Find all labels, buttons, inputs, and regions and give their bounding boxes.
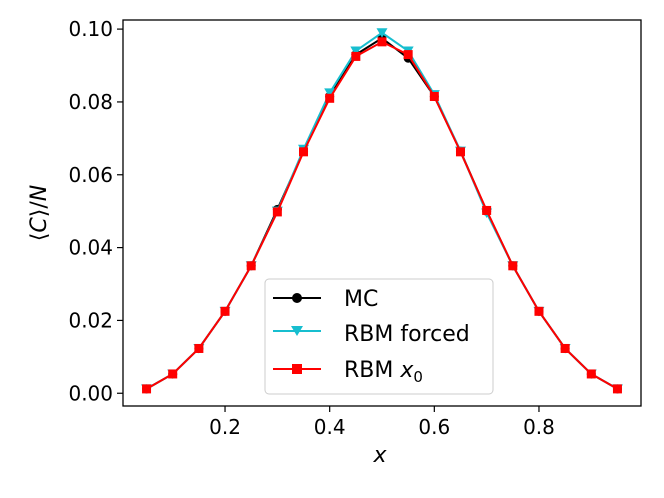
legend-marker-rbm-forced xyxy=(291,326,303,336)
legend-label-rbm-x0: RBM x0 xyxy=(344,358,423,386)
legend-marker-mc xyxy=(292,293,302,303)
legend-box xyxy=(264,278,494,395)
x-tick-label: 0.2 xyxy=(209,415,241,439)
data-point xyxy=(246,261,256,271)
y-tick-label: 0.08 xyxy=(68,90,113,114)
y-tick-label: 0.00 xyxy=(68,381,113,405)
series-layer xyxy=(141,28,623,394)
y-tick-label: 0.10 xyxy=(68,17,113,41)
data-point xyxy=(299,147,309,157)
x-tick-label: 0.6 xyxy=(418,415,450,439)
data-point xyxy=(482,205,492,215)
data-point xyxy=(324,88,336,98)
x-tick-label: 0.8 xyxy=(523,415,555,439)
data-point xyxy=(429,91,439,101)
data-point xyxy=(560,343,570,353)
data-point xyxy=(534,306,544,316)
plot-frame xyxy=(122,19,642,407)
legend-label-rbm-forced: RBM forced xyxy=(344,322,470,347)
legend: MC RBM forced RBM x0 xyxy=(264,278,494,395)
data-point xyxy=(377,37,387,47)
data-point xyxy=(325,93,335,103)
legend-marker-rbm-x0 xyxy=(292,364,302,374)
data-point xyxy=(612,384,622,394)
data-point xyxy=(142,384,152,394)
data-point xyxy=(403,50,413,60)
data-point xyxy=(376,28,388,38)
x-tick-label: 0.4 xyxy=(314,415,346,439)
data-point xyxy=(194,343,204,353)
x-axis-label: x xyxy=(372,443,387,468)
y-tick-label: 0.06 xyxy=(68,163,113,187)
data-point xyxy=(350,46,362,56)
y-axis-label: ⟨C⟩/N xyxy=(27,185,52,241)
data-point xyxy=(272,207,282,217)
y-tick-label: 0.02 xyxy=(68,308,113,332)
series-2 xyxy=(142,37,622,394)
data-point xyxy=(351,51,361,61)
data-point xyxy=(586,369,596,379)
data-point xyxy=(168,369,178,379)
data-point xyxy=(455,147,465,157)
data-point xyxy=(508,261,518,271)
axis-ticks: 0.2 0.4 0.6 0.8 0.00 0.02 0.04 0.06 0.08 0.10 xyxy=(68,17,554,439)
data-point xyxy=(220,306,230,316)
y-tick-label: 0.04 xyxy=(68,236,113,260)
legend-label-mc: MC xyxy=(344,287,378,312)
